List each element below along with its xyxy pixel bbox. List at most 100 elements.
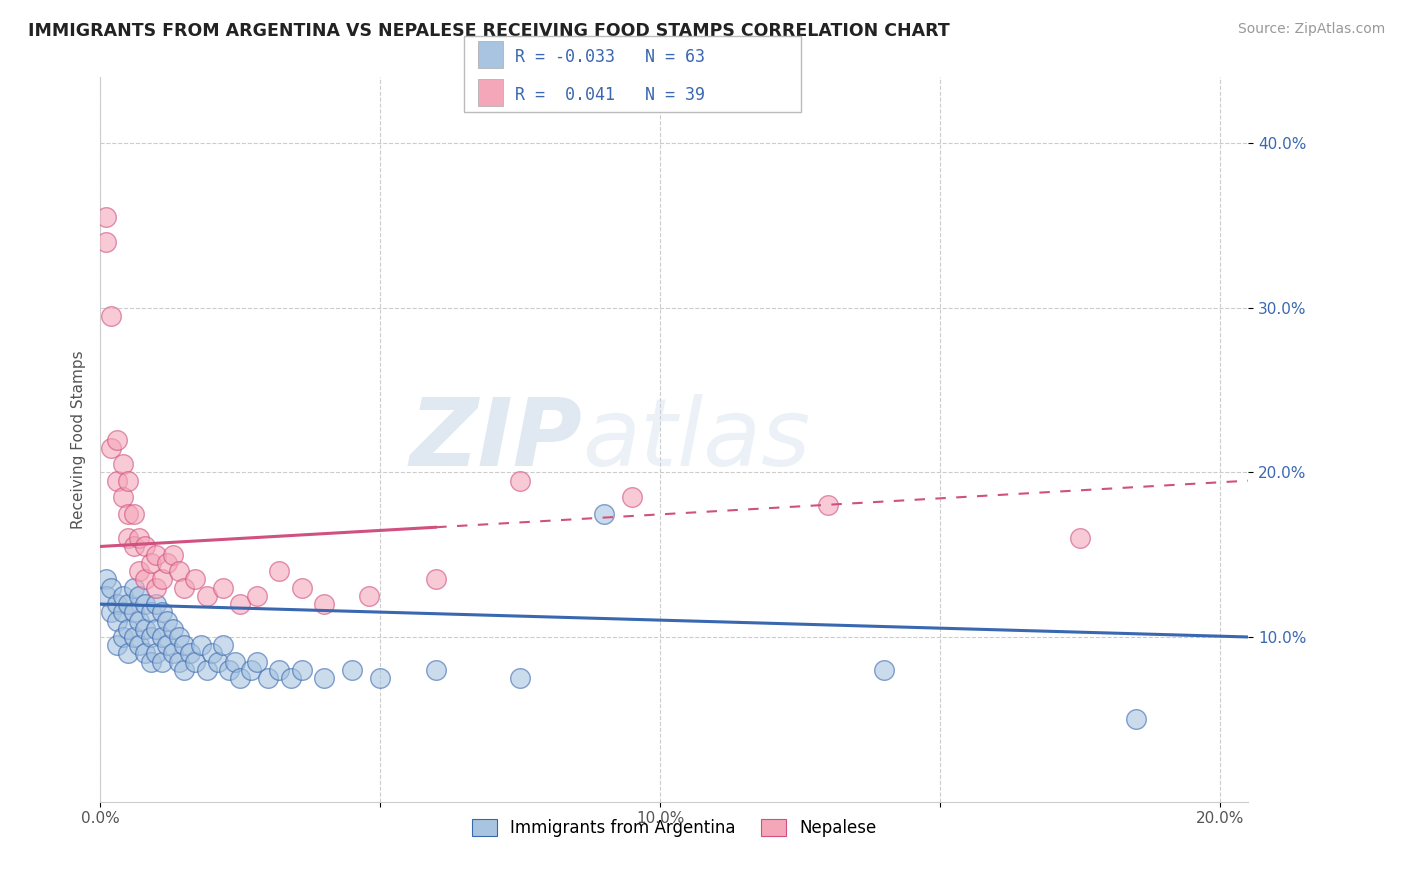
Point (156, 614, 179, 628)
Text: atlas: atlas (582, 394, 811, 485)
Point (122, 540, 145, 554)
Point (150, 605, 173, 619)
Point (190, 638, 212, 652)
Point (128, 638, 150, 652)
Point (145, 622, 167, 636)
Point (122, 581, 145, 595)
Point (105, 638, 128, 652)
Point (122, 507, 145, 521)
Point (117, 474, 139, 488)
Point (94, 589, 117, 603)
Text: R =  0.041   N = 39: R = 0.041 N = 39 (515, 86, 704, 103)
Point (240, 663, 263, 677)
Point (134, 573, 156, 587)
Point (817, 499, 839, 513)
Point (167, 655, 190, 669)
Y-axis label: Receiving Food Stamps: Receiving Food Stamps (72, 351, 86, 529)
Point (314, 597, 336, 611)
Point (229, 597, 252, 611)
Point (117, 597, 139, 611)
Point (128, 564, 150, 578)
Point (145, 548, 167, 562)
Point (117, 647, 139, 661)
Point (212, 581, 235, 595)
Point (100, 441, 122, 455)
Point (139, 605, 162, 619)
Point (111, 490, 134, 504)
Point (150, 630, 173, 644)
Point (212, 638, 235, 652)
Point (134, 597, 156, 611)
Point (269, 663, 291, 677)
Point (139, 630, 162, 644)
Point (207, 655, 229, 669)
Point (105, 474, 128, 488)
Point (340, 663, 363, 677)
Point (145, 597, 167, 611)
Point (156, 556, 179, 570)
Point (145, 581, 167, 595)
Point (291, 581, 314, 595)
Point (246, 655, 269, 669)
Point (122, 630, 145, 644)
Point (105, 597, 128, 611)
Text: R = -0.033   N = 63: R = -0.033 N = 63 (515, 48, 704, 66)
Point (134, 540, 156, 554)
Point (167, 564, 190, 578)
Point (117, 531, 139, 545)
Point (1125, 712, 1147, 726)
Point (184, 655, 207, 669)
Point (117, 622, 139, 636)
Point (134, 622, 156, 636)
Point (111, 457, 134, 471)
Point (162, 647, 184, 661)
Point (195, 663, 218, 677)
Point (167, 630, 190, 644)
Point (128, 531, 150, 545)
Legend: Immigrants from Argentina, Nepalese: Immigrants from Argentina, Nepalese (465, 813, 883, 844)
Point (111, 589, 134, 603)
Point (111, 630, 134, 644)
Point (425, 663, 447, 677)
Point (173, 638, 195, 652)
Point (122, 605, 145, 619)
Point (621, 490, 644, 504)
Point (179, 647, 201, 661)
Text: Source: ZipAtlas.com: Source: ZipAtlas.com (1237, 22, 1385, 37)
Point (509, 474, 531, 488)
Point (224, 655, 246, 669)
Point (150, 655, 173, 669)
Point (111, 605, 134, 619)
Point (100, 309, 122, 323)
Point (100, 605, 122, 619)
Point (162, 622, 184, 636)
Point (195, 589, 218, 603)
Point (145, 647, 167, 661)
Point (873, 663, 896, 677)
Point (94, 573, 117, 587)
Point (593, 507, 616, 521)
Point (139, 556, 162, 570)
Point (509, 671, 531, 685)
Point (94, 211, 117, 225)
Point (150, 573, 173, 587)
Point (94, 235, 117, 249)
Point (246, 589, 269, 603)
Point (291, 663, 314, 677)
Point (1069, 531, 1091, 545)
Point (134, 647, 156, 661)
Point (139, 655, 162, 669)
Point (314, 671, 336, 685)
Point (105, 614, 128, 628)
Point (201, 647, 224, 661)
Point (257, 671, 280, 685)
Point (280, 671, 302, 685)
Point (229, 671, 252, 685)
Text: ZIP: ZIP (409, 393, 582, 485)
Point (162, 548, 184, 562)
Point (173, 581, 195, 595)
Point (184, 573, 207, 587)
Point (128, 614, 150, 628)
Point (218, 663, 240, 677)
Point (173, 663, 195, 677)
